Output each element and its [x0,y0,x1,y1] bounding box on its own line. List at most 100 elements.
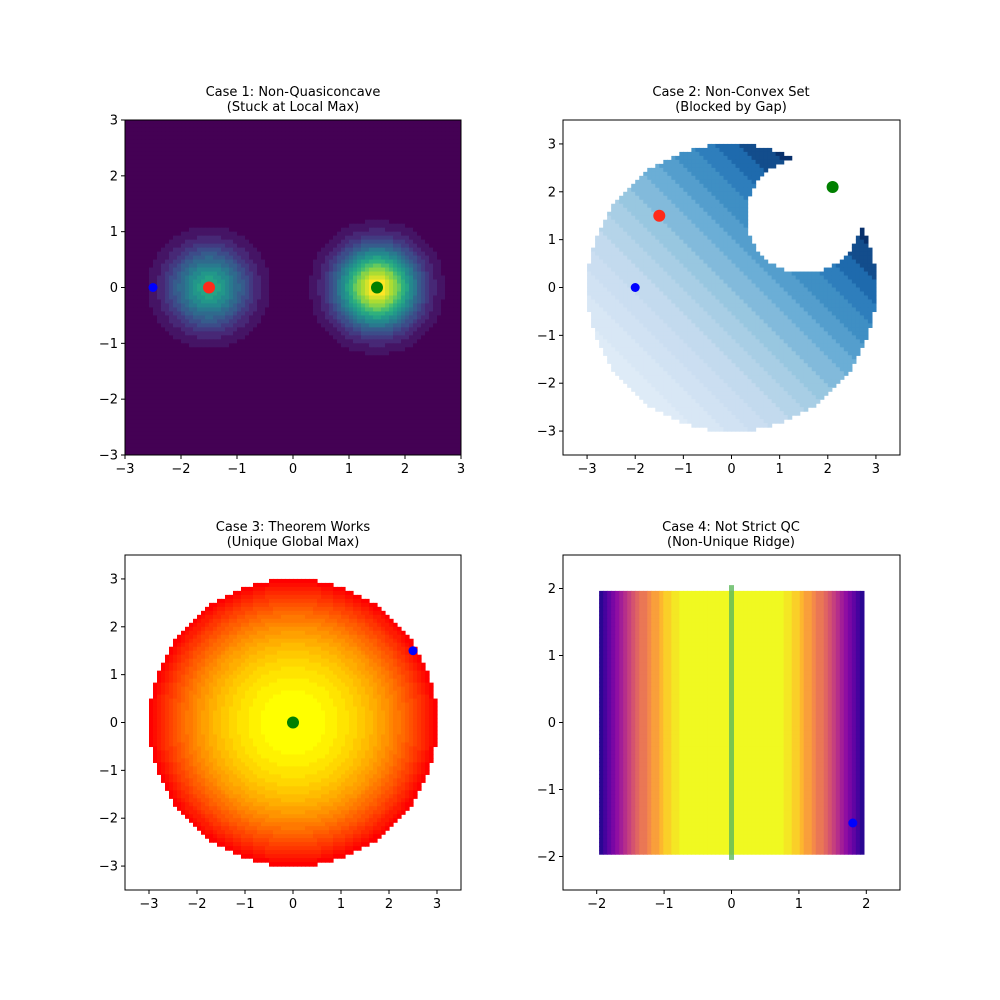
contour-cell [253,263,258,269]
contour-cell [189,179,194,185]
contour-cell [145,135,150,141]
contour-cell [201,319,206,324]
contour-cell [345,295,350,301]
contour-cell [189,227,194,233]
contour-cell [393,267,398,273]
contour-cell [433,331,438,336]
contour-cell [141,223,146,229]
contour-cell [449,171,454,177]
contour-cell [269,323,274,328]
contour-cell [341,347,346,352]
contour-cell [221,319,226,324]
contour-cell [133,219,138,225]
contour-cell [293,127,298,133]
contour-cell [181,275,186,281]
contour-cell [421,171,426,177]
contour-cell [393,187,398,193]
contour-cell [165,323,170,328]
contour-cell [345,279,350,285]
contour-cell [417,163,422,169]
contour-cell [157,327,162,332]
contour-cell [309,183,314,189]
contour-cell [153,215,158,221]
contour-cell [209,271,214,277]
contour-cell [345,135,350,141]
contour-cell [277,167,282,173]
contour-cell [297,275,302,281]
contour-cell [209,319,214,324]
contour-cell [217,120,222,125]
contour-cell [421,243,426,249]
contour-cell [261,251,266,257]
contour-cell [433,211,438,217]
contour-cell [281,171,286,177]
contour-cell [389,155,394,161]
contour-cell [361,127,366,133]
contour-cell [417,283,422,289]
contour-cell [181,255,186,261]
contour-cell [409,227,414,233]
contour-cell [309,187,314,193]
contour-cell [305,239,310,245]
contour-cell [281,283,286,289]
contour-cell [393,311,398,317]
contour-cell [317,191,322,197]
contour-cell [181,343,186,348]
contour-cell [201,127,206,133]
contour-cell [213,227,218,233]
contour-cell [377,151,382,157]
contour-cell [457,175,461,181]
contour-cell [433,291,438,297]
contour-cell [357,191,362,197]
contour-cell [405,283,410,289]
contour-cell [357,131,362,137]
contour-cell [205,351,210,356]
contour-cell [261,271,266,277]
contour-cell [125,283,130,289]
contour-cell [205,239,210,245]
contour-cell [353,299,358,305]
contour-cell [229,299,234,305]
contour-cell [213,355,218,360]
contour-cell [177,223,182,229]
contour-cell [181,351,186,356]
contour-cell [161,307,166,313]
contour-cell [209,131,214,137]
contour-cell [397,299,402,305]
contour-cell [349,319,354,324]
contour-cell [381,279,386,285]
contour-cell [345,155,350,161]
contour-cell [137,303,142,309]
contour-cell [381,235,386,241]
contour-cell [165,247,170,253]
contour-cell [373,123,378,129]
contour-cell [433,191,438,197]
contour-cell [149,187,154,193]
contour-cell [353,271,358,277]
contour-cell [333,247,338,253]
contour-cell [245,243,250,249]
contour-cell [437,343,442,348]
contour-cell [281,319,286,324]
contour-cell [361,287,366,293]
contour-cell [317,120,322,125]
contour-cell [177,235,182,241]
contour-cell [197,219,202,225]
contour-cell [129,179,134,185]
contour-cell [417,259,422,265]
contour-cell [185,219,190,225]
contour-cell [181,163,186,169]
contour-cell [341,131,346,137]
contour-cell [405,195,410,201]
contour-cell [397,319,402,324]
contour-cell [337,227,342,233]
contour-cell [261,231,266,237]
contour-cell [289,295,294,301]
contour-cell [381,199,386,205]
contour-cell [313,343,318,348]
contour-cell [301,135,306,141]
contour-cell [421,271,426,277]
contour-cell [233,307,238,313]
contour-cell [153,243,158,249]
contour-cell [269,143,274,149]
